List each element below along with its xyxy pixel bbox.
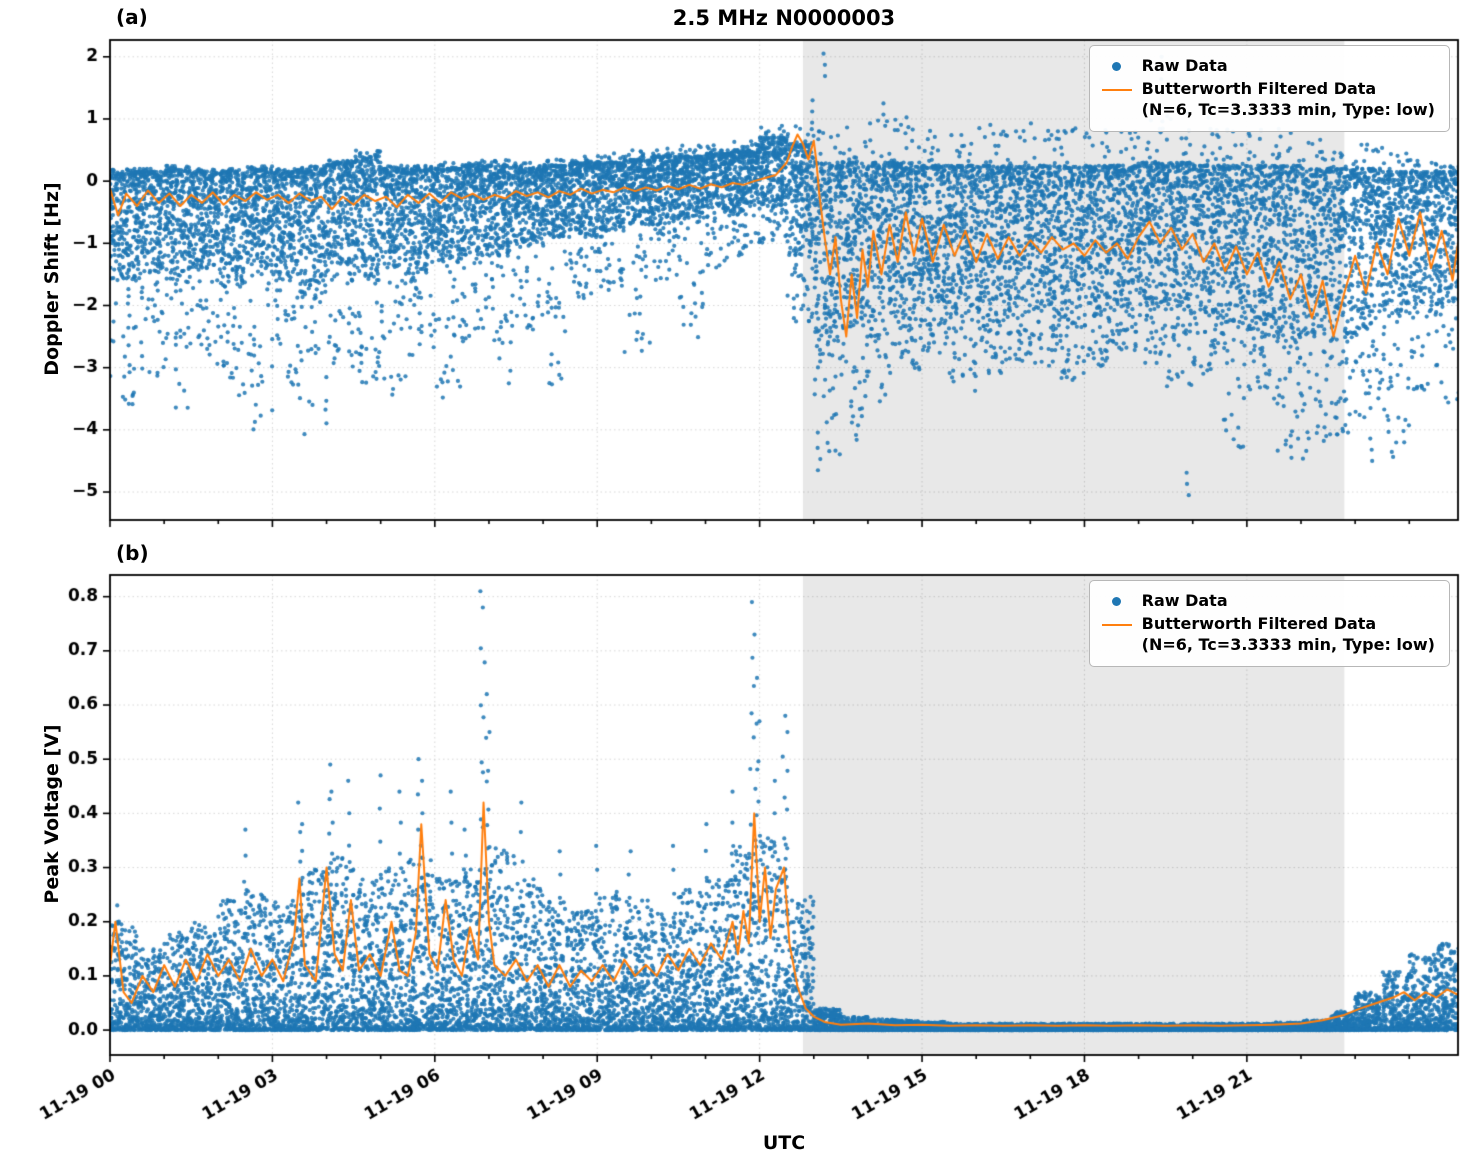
legend-raw-label: Raw Data [1141, 56, 1228, 75]
chart-title: 2.5 MHz N0000003 [672, 6, 896, 30]
panel-a-label: (a) [116, 5, 148, 29]
legend-filtered-label-line2: (N=6, Tc=3.3333 min, Type: low) [1141, 99, 1435, 119]
legend-entry-filtered: Butterworth Filtered Data (N=6, Tc=3.333… [1100, 79, 1435, 121]
legend-entry-raw: Raw Data [1100, 591, 1435, 612]
legend-raw-label: Raw Data [1141, 591, 1228, 610]
raw-data-dot-icon [1100, 56, 1134, 71]
legend-filtered-label-line1: Butterworth Filtered Data [1141, 78, 1377, 98]
raw-data-dot-icon [1100, 591, 1134, 606]
y-axis-label-doppler: Doppler Shift [Hz] [41, 182, 63, 376]
legend-entry-filtered: Butterworth Filtered Data (N=6, Tc=3.333… [1100, 614, 1435, 656]
filtered-line-icon [1100, 79, 1134, 91]
filtered-line-icon [1100, 614, 1134, 626]
y-axis-label-voltage: Peak Voltage [V] [41, 724, 63, 904]
legend-entry-raw: Raw Data [1100, 56, 1435, 77]
legend-filtered-label-line2: (N=6, Tc=3.3333 min, Type: low) [1141, 634, 1435, 654]
legend-panel-a: Raw Data Butterworth Filtered Data (N=6,… [1088, 45, 1450, 133]
legend-filtered-label-line1: Butterworth Filtered Data [1141, 613, 1377, 633]
legend-panel-b: Raw Data Butterworth Filtered Data (N=6,… [1088, 580, 1450, 668]
x-axis-label: UTC [762, 1132, 806, 1154]
panel-b-label: (b) [116, 541, 149, 565]
